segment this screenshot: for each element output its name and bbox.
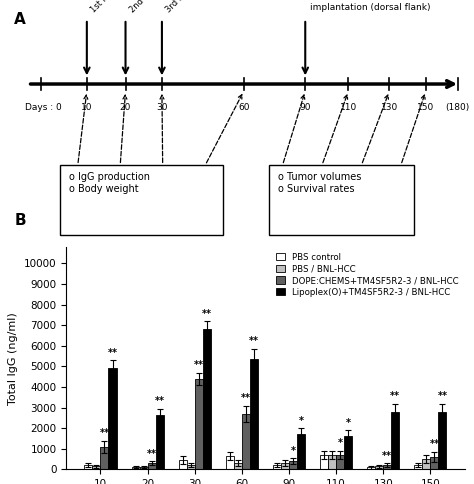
Bar (273, 465, 281, 469)
Text: 60: 60 (238, 103, 250, 112)
Bar (132, 468, 140, 469)
Bar (147, 463, 155, 469)
Bar (187, 465, 195, 469)
Y-axis label: Total IgG (ng/ml): Total IgG (ng/ml) (9, 312, 18, 405)
Bar (203, 329, 211, 469)
Bar (438, 412, 447, 469)
Bar (320, 455, 328, 469)
Text: (180): (180) (446, 103, 470, 112)
Bar (391, 412, 399, 469)
Text: **: ** (438, 391, 447, 401)
Text: 150: 150 (417, 103, 435, 112)
Text: 30: 30 (156, 103, 168, 112)
Bar (383, 465, 391, 469)
Text: *: * (346, 418, 351, 428)
Bar (281, 463, 289, 469)
Text: *: * (299, 416, 303, 426)
Bar (195, 379, 203, 469)
Text: B: B (15, 213, 26, 228)
Bar (226, 456, 234, 469)
Text: BNL-HCC cells
implantation (dorsal flank): BNL-HCC cells implantation (dorsal flank… (310, 0, 430, 12)
Bar (269, 166, 414, 235)
Text: 90: 90 (300, 103, 311, 112)
Bar (155, 415, 164, 469)
Text: o IgG production
o Body weight: o IgG production o Body weight (69, 172, 150, 194)
Bar (328, 455, 336, 469)
Text: 130: 130 (381, 103, 398, 112)
Text: 3rd Immunization: 3rd Immunization (164, 0, 223, 15)
Text: 110: 110 (340, 103, 357, 112)
Text: **: ** (108, 348, 118, 358)
Text: *: * (291, 446, 295, 455)
Text: **: ** (382, 451, 392, 461)
Text: A: A (14, 12, 26, 27)
Bar (242, 414, 250, 469)
Text: **: ** (429, 439, 439, 450)
Text: o Tumor volumes
o Survival rates: o Tumor volumes o Survival rates (278, 172, 361, 194)
Bar (430, 457, 438, 469)
Text: **: ** (390, 391, 400, 401)
Bar (84, 465, 92, 469)
Bar (297, 435, 305, 469)
Text: **: ** (249, 336, 259, 347)
Text: Days : 0: Days : 0 (26, 103, 62, 112)
Text: 2nd Immunization: 2nd Immunization (128, 0, 188, 15)
Text: 10: 10 (81, 103, 92, 112)
Text: **: ** (146, 449, 156, 459)
Bar (234, 463, 242, 469)
Text: **: ** (202, 309, 212, 318)
Bar (250, 359, 258, 469)
Bar (367, 468, 375, 469)
Bar (344, 437, 352, 469)
Bar (109, 368, 117, 469)
Bar (60, 166, 223, 235)
Bar (422, 459, 430, 469)
Bar (92, 467, 100, 469)
Bar (375, 467, 383, 469)
Text: **: ** (241, 393, 251, 403)
Bar (100, 447, 109, 469)
Bar (414, 465, 422, 469)
Bar (140, 468, 147, 469)
Bar (179, 460, 187, 469)
Text: **: ** (194, 360, 204, 370)
Bar (336, 455, 344, 469)
Text: 1st Immunization: 1st Immunization (89, 0, 147, 15)
Legend: PBS control, PBS / BNL-HCC, DOPE:CHEMS+TM4SF5R2-3 / BNL-HCC, Lipoplex(O)+TM4SF5R: PBS control, PBS / BNL-HCC, DOPE:CHEMS+T… (274, 251, 460, 298)
Text: **: ** (100, 428, 109, 438)
Text: **: ** (155, 396, 164, 406)
Text: *: * (337, 439, 343, 449)
Bar (289, 461, 297, 469)
Text: 20: 20 (120, 103, 131, 112)
